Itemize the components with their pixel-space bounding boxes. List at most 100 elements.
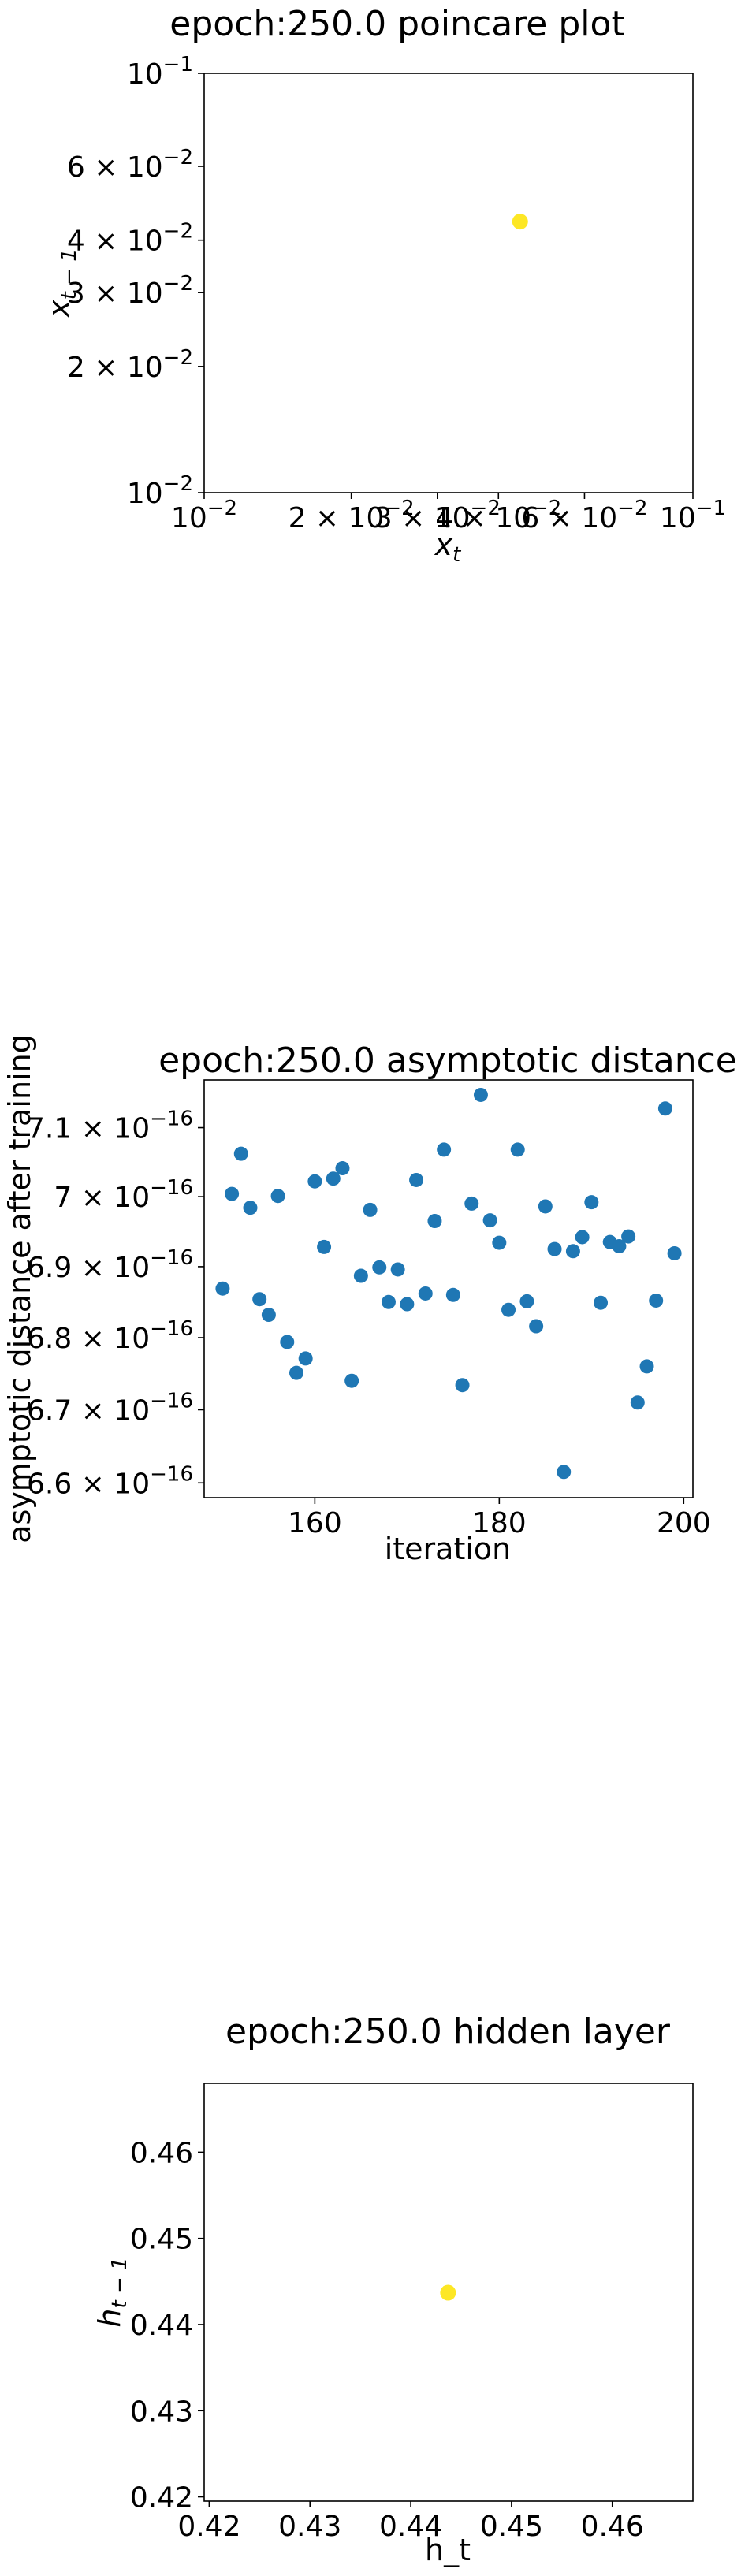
y-tick-label: 6.7 × 10−16: [27, 1389, 193, 1427]
data-point: [270, 1189, 285, 1204]
hidden-layer-y-ticks: 0.42 0.43 0.44 0.45 0.46: [130, 2137, 204, 2515]
hidden-layer-axes-frame: [203, 2083, 694, 2502]
data-point: [492, 1235, 507, 1250]
data-point: [482, 1213, 497, 1228]
data-point: [547, 1241, 562, 1256]
y-tick-label: 6.6 × 10−16: [27, 1462, 193, 1500]
y-tick-label: 10−2: [127, 472, 193, 510]
data-point: [538, 1199, 553, 1214]
x-tick-label: 2 × 10−2: [289, 497, 415, 534]
data-point: [390, 1262, 405, 1277]
data-point: [381, 1294, 396, 1309]
hidden-layer-x-label: h_t: [425, 2533, 471, 2567]
data-point: [427, 1214, 442, 1229]
data-point: [529, 1319, 544, 1334]
data-point: [298, 1351, 313, 1366]
data-point: [418, 1286, 433, 1301]
data-point: [639, 1359, 654, 1374]
data-point: [473, 1087, 488, 1102]
x-tick-label: 3 × 10−2: [374, 497, 501, 534]
data-point: [335, 1161, 350, 1176]
poincare-title: epoch:250.0 poincare plot: [169, 4, 624, 44]
x-tick-label: 0.45: [480, 2511, 543, 2543]
data-point: [372, 1260, 387, 1275]
hidden-layer-chart: epoch:250.0 hidden layer 0.42 0.43 0.44 0.4…: [92, 2012, 694, 2567]
data-point: [445, 1287, 460, 1302]
data-point: [344, 1373, 359, 1388]
y-tick-label: 10−1: [127, 53, 193, 91]
data-point: [400, 1297, 415, 1312]
data-point: [565, 1244, 580, 1259]
data-point: [557, 1465, 572, 1480]
y-tick-label: 6.9 × 10−16: [27, 1246, 193, 1284]
data-point: [353, 1268, 368, 1283]
data-point: [621, 1229, 636, 1244]
data-point: [510, 1142, 525, 1157]
data-point: [252, 1292, 267, 1307]
data-point: [512, 214, 528, 230]
asymptotic-y-ticks: 6.6 × 10−16 6.7 × 10−16 6.8 × 10−16 6.9 × 1…: [27, 1107, 204, 1500]
data-point: [612, 1239, 627, 1254]
asymptotic-y-label: asymptotic distance after training: [2, 1034, 37, 1543]
data-point: [519, 1294, 534, 1308]
data-point: [326, 1171, 341, 1186]
x-tick-label: 180: [472, 1507, 527, 1539]
hidden-layer-y-label: ht − 1: [92, 2257, 132, 2327]
y-tick-label: 6 × 10−2: [67, 146, 193, 184]
poincare-points: [512, 214, 528, 230]
hidden-layer-x-ticks: 0.42 0.43 0.44 0.45 0.46: [177, 2501, 644, 2543]
y-tick-label: 0.46: [130, 2137, 193, 2169]
data-point: [630, 1395, 645, 1410]
hidden-layer-points: [440, 2284, 456, 2301]
x-tick-label: 0.44: [379, 2511, 442, 2543]
poincare-axes-frame: [203, 73, 694, 493]
data-point: [317, 1239, 332, 1254]
data-point: [501, 1302, 516, 1317]
poincare-y-ticks: 10−2 2 × 10−2 3 × 10−2 4 × 10−2 6 × 10−2 10−1: [67, 53, 204, 510]
data-point: [280, 1335, 295, 1349]
x-tick-label: 0.42: [177, 2511, 240, 2543]
data-point: [243, 1201, 258, 1215]
y-tick-label: 6.8 × 10−16: [27, 1317, 193, 1355]
data-point: [667, 1245, 682, 1260]
asymptotic-title: epoch:250.0 asymptotic distance: [158, 1040, 737, 1081]
data-point: [233, 1146, 248, 1161]
x-tick-label: 10−1: [660, 497, 726, 534]
y-tick-label: 0.44: [130, 2310, 193, 2342]
data-point: [437, 1142, 452, 1157]
data-point: [409, 1172, 424, 1187]
y-tick-label: 0.42: [130, 2482, 193, 2515]
y-tick-label: 7 × 10−16: [54, 1176, 193, 1214]
data-point: [575, 1230, 590, 1245]
y-tick-label: 7.1 × 10−16: [27, 1107, 193, 1145]
data-point: [215, 1281, 230, 1296]
hidden-layer-title: epoch:250.0 hidden layer: [225, 2012, 671, 2052]
data-point: [649, 1293, 664, 1308]
data-point: [455, 1378, 470, 1393]
x-tick-label: 0.46: [581, 2511, 644, 2543]
y-tick-label: 0.45: [130, 2224, 193, 2256]
poincare-chart: epoch:250.0 poincare plot 10−2 2 × 10−23 …: [42, 4, 726, 567]
data-point: [464, 1196, 479, 1211]
data-point: [440, 2284, 456, 2301]
poincare-x-ticks: 10−2 2 × 10−23 × 10−24 × 10−26 × 10−2 10−1: [171, 493, 726, 534]
x-tick-label: 0.43: [278, 2511, 341, 2543]
data-point: [307, 1174, 322, 1189]
data-point: [363, 1202, 378, 1217]
y-tick-label: 0.43: [130, 2395, 193, 2428]
asymptotic-x-ticks: 160 180 200: [288, 1498, 711, 1539]
asymptotic-distance-chart: epoch:250.0 asymptotic distance 160 180 20…: [2, 1034, 737, 1566]
data-point: [584, 1195, 599, 1210]
x-tick-label: 4 × 10−2: [435, 497, 561, 534]
y-tick-label: 3 × 10−2: [67, 272, 193, 310]
x-tick-label: 6 × 10−2: [521, 497, 647, 534]
data-point: [225, 1186, 240, 1201]
asymptotic-axes-frame: [203, 1079, 694, 1498]
data-point: [657, 1101, 672, 1116]
x-tick-label: 10−2: [171, 497, 237, 534]
y-tick-label: 2 × 10−2: [67, 346, 193, 384]
x-tick-label: 160: [288, 1507, 342, 1539]
data-point: [594, 1295, 609, 1310]
data-point: [289, 1365, 303, 1380]
